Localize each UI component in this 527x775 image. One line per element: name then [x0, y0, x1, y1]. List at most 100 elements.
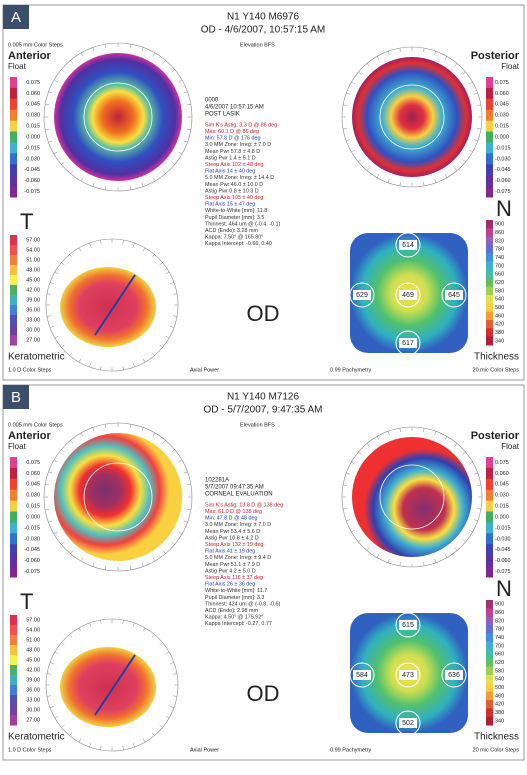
index-line: Steep Axis 132 ± 19 deg: [205, 542, 263, 548]
keratometric-map: [60, 647, 156, 727]
scale-swatch: [10, 625, 17, 636]
index-line: Flat Axis 14 ± 40 deg: [205, 169, 255, 175]
map-sublabel: Float: [501, 62, 520, 71]
scale-label: -0.045: [495, 167, 511, 173]
scale-swatch: [486, 468, 493, 479]
scale-label: 660: [495, 272, 504, 278]
index-line: Min: 47.8 D @ 48 deg: [205, 516, 258, 522]
scale-swatch: [486, 88, 493, 99]
scale-label: 0.015: [26, 504, 40, 510]
keratometric-map: [60, 267, 156, 347]
scale-label: 0.075: [26, 80, 40, 86]
scale-swatch: [486, 121, 493, 132]
scale-label: 30.00: [26, 327, 40, 333]
map-label: Thickness: [474, 352, 519, 363]
scale-swatch: [10, 255, 17, 266]
scale-label: 0.030: [495, 493, 509, 499]
scale-label: 45.00: [26, 277, 40, 283]
scale-swatch: [10, 479, 17, 490]
scale-swatch: [10, 685, 17, 696]
scale-swatch: [486, 253, 493, 262]
scale-swatch: [486, 608, 493, 617]
scale-label: 33.00: [26, 317, 40, 323]
scale-label: 36.00: [26, 307, 40, 313]
scale-swatch: [486, 512, 493, 523]
panel-label: B: [11, 389, 21, 406]
scale-label: 54.00: [26, 247, 40, 253]
index-line: Max: 61.0 D @ 138 deg: [205, 509, 262, 515]
scale-label: 42.00: [26, 667, 40, 673]
scale-label: 0.015: [495, 504, 509, 510]
scale-swatch: [10, 153, 17, 164]
index-line: Mean Pwr 57.8 ± 4.8 D: [205, 149, 260, 155]
scale-swatch: [486, 320, 493, 329]
scale-label: 660: [495, 652, 504, 658]
scale-swatch: [486, 642, 493, 651]
index-line: 3.0 MM Zone: Irreg: ± 7.0 D: [205, 142, 271, 148]
scale-swatch: [486, 278, 493, 287]
scale-label: 0.060: [495, 471, 509, 477]
scale-label: 0.030: [26, 493, 40, 499]
index-line: 5.0 MM Zone: Irreg: ± 9.4 D: [205, 555, 271, 561]
note: 1.0 D Color Steps: [8, 367, 52, 373]
thickness-value: 629: [356, 292, 368, 299]
scale-swatch: [10, 186, 17, 197]
note: 0.99 Pachymetry: [330, 367, 372, 373]
scale-swatch: [10, 566, 17, 577]
scale-label: -0.075: [495, 189, 511, 195]
map-label: Keratometric: [8, 732, 65, 743]
index-line: Kappa: 7.50° @ 165.80°: [205, 235, 263, 241]
scale-label: -0.045: [24, 547, 40, 553]
scale-swatch: [486, 633, 493, 642]
scale-swatch: [10, 655, 17, 666]
scale-label: 580: [495, 668, 504, 674]
exam-info: CORNEAL EVALUATION: [205, 492, 273, 498]
scale-swatch: [486, 175, 493, 186]
scale-swatch: [10, 468, 17, 479]
scale-label: 51.00: [26, 257, 40, 263]
scale-swatch: [10, 501, 17, 512]
scale-swatch: [10, 512, 17, 523]
scale-label: 900: [495, 602, 504, 608]
scale-label: 500: [495, 305, 504, 311]
scale-swatch: [486, 245, 493, 254]
scale-label: 0.045: [26, 482, 40, 488]
scale-label: -0.075: [24, 189, 40, 195]
scale-label: 0.045: [495, 482, 509, 488]
index-line: Steep Axis 102 ± 40 deg: [205, 162, 263, 168]
scale-label: 540: [495, 677, 504, 683]
scale-label: -0.060: [495, 178, 511, 184]
scale-swatch: [486, 617, 493, 626]
scale-label: 740: [495, 635, 504, 641]
scale-label: 42.00: [26, 287, 40, 293]
scale-label: -0.015: [24, 145, 40, 151]
index-line: Mean Pwr 51.1 ± 7.9 D: [205, 562, 260, 568]
scale-swatch: [486, 262, 493, 271]
note: Axial Power: [190, 747, 219, 753]
scale-label: 860: [495, 610, 504, 616]
scale-label: 0.000: [495, 134, 509, 140]
scale-swatch: [486, 600, 493, 609]
scale-label: 0.015: [26, 124, 40, 130]
scale-swatch: [486, 479, 493, 490]
scale-label: 27.00: [26, 337, 40, 343]
scale-swatch: [10, 615, 17, 626]
index-line: Astig Pwr 0.8 ± 10.3 D: [205, 188, 259, 194]
scale-swatch: [10, 665, 17, 676]
scale-swatch: [486, 667, 493, 676]
scale-label: 540: [495, 297, 504, 303]
scale-label: 48.00: [26, 647, 40, 653]
note: 20 mic Color Steps: [473, 367, 520, 373]
scale-swatch: [486, 566, 493, 577]
scale-label: 780: [495, 627, 504, 633]
index-line: Sim K's Astig: 13.8 D @ 138 deg: [205, 502, 283, 508]
scale-swatch: [10, 77, 17, 88]
map-label: Posterior: [471, 430, 520, 442]
panel-label: A: [11, 9, 21, 26]
scale-label: 460: [495, 693, 504, 699]
scale-label: 54.00: [26, 627, 40, 633]
index-line: Thinnest: 424 um @ (-0.8, -0.6): [205, 601, 280, 607]
map-sublabel: Float: [8, 442, 27, 451]
scale-label: -0.030: [24, 156, 40, 162]
